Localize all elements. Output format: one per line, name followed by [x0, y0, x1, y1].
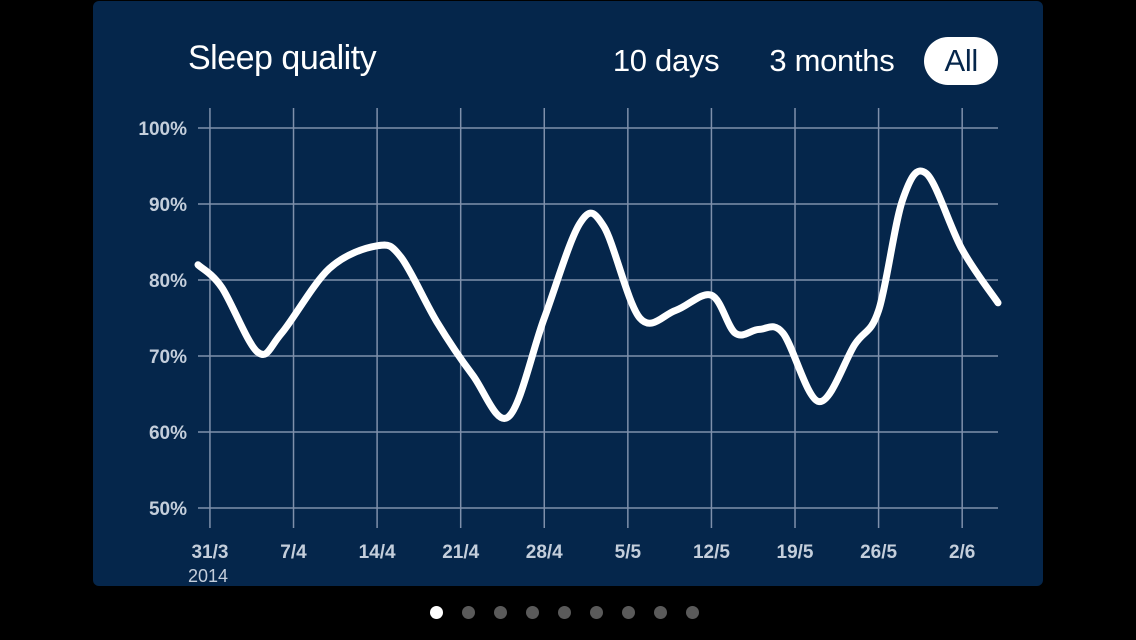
range-10-days-button[interactable]: 10 days [593, 37, 739, 85]
y-axis-ticks: 50% 60% 70% 80% 90% 100% [138, 119, 187, 520]
x-tick-label: 14/4 [359, 542, 396, 563]
grid [198, 108, 998, 528]
x-axis-ticks: 31/3 7/4 14/4 21/4 28/4 5/5 12/5 19/5 26/5 2/6 [191, 542, 975, 563]
x-tick-label: 28/4 [526, 542, 563, 563]
page-dot[interactable] [430, 606, 443, 619]
page-dot[interactable] [622, 606, 635, 619]
card-title: Sleep quality [188, 39, 377, 77]
x-tick-label: 2/6 [949, 542, 975, 563]
x-tick-label: 26/5 [860, 542, 897, 563]
page-dot[interactable] [686, 606, 699, 619]
y-tick-label: 80% [149, 271, 187, 292]
page-dot[interactable] [494, 606, 507, 619]
x-tick-label: 31/3 [191, 542, 228, 563]
y-tick-label: 60% [149, 423, 187, 444]
y-tick-label: 90% [149, 195, 187, 216]
page-indicator [430, 606, 718, 619]
range-3-months-button[interactable]: 3 months [749, 37, 914, 85]
x-tick-label: 12/5 [693, 542, 730, 563]
x-tick-label: 7/4 [280, 542, 307, 563]
range-all-button[interactable]: All [924, 37, 998, 85]
range-selector: 10 days 3 months All [583, 37, 998, 85]
page-dot[interactable] [654, 606, 667, 619]
x-axis-year-label: 2014 [188, 566, 228, 586]
y-tick-label: 100% [138, 119, 187, 140]
page-dot[interactable] [590, 606, 603, 619]
sleep-quality-series-line [194, 167, 1002, 422]
x-tick-label: 21/4 [442, 542, 479, 563]
y-tick-label: 50% [149, 499, 187, 520]
page-dot[interactable] [558, 606, 571, 619]
y-tick-label: 70% [149, 347, 187, 368]
page-dot[interactable] [526, 606, 539, 619]
x-tick-label: 5/5 [615, 542, 642, 563]
page-dot[interactable] [462, 606, 475, 619]
x-tick-label: 19/5 [777, 542, 814, 563]
